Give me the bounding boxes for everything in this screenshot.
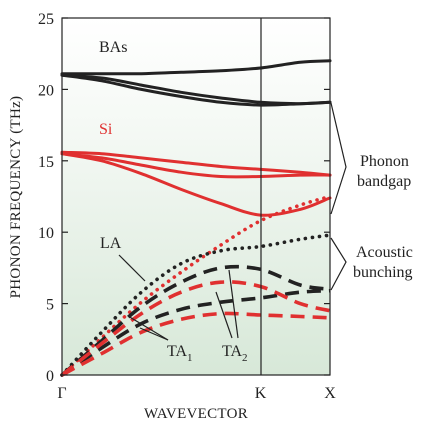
acoustic-bunching-bracket (330, 237, 347, 291)
ta1-sub: 1 (187, 352, 193, 364)
acoustic-bunching-line1: Acoustic (356, 244, 413, 261)
phonon-bandgap-line2: bandgap (357, 173, 411, 190)
series-si-optical-1-line (60, 150, 332, 177)
series-bas-la-line (60, 233, 332, 377)
y-tick-label-15: 15 (38, 154, 54, 171)
ta1-pointer-b (139, 327, 169, 341)
series-bas-ta-upper-line (60, 264, 331, 377)
series-si-optical-2-line (60, 152, 332, 179)
series-layer (60, 59, 332, 377)
series-bas-optical-3-line (60, 73, 332, 107)
acoustic-bunching-line2: bunching (353, 264, 413, 281)
ta2-label: TA2 (222, 343, 248, 364)
series-bas-ta-lower-line (60, 288, 331, 377)
series-si-ta-lower-line (61, 311, 331, 377)
y-tick-label-10: 10 (38, 225, 54, 242)
si-label: Si (99, 121, 113, 138)
y-tick-label-20: 20 (38, 82, 54, 99)
x-tick-label-k: K (255, 385, 267, 402)
ta1-label: TA1 (167, 343, 193, 364)
series-si-ta-upper-line (60, 280, 331, 377)
series-bas-optical-1-line (60, 59, 332, 76)
ta1-base: TA (167, 343, 187, 360)
la-pointer (118, 254, 146, 282)
y-tick-label-0: 0 (46, 368, 54, 385)
y-tick-label-5: 5 (46, 297, 54, 314)
series-si-la-line (60, 194, 332, 377)
ta2-base: TA (222, 343, 242, 360)
phonon-bandgap-line1: Phonon (360, 153, 409, 170)
x-axis-title: WAVEVECTOR (144, 406, 248, 422)
series-si-optical-3-line (60, 152, 332, 217)
bas-label: BAs (99, 39, 127, 56)
plot-frame (61, 17, 331, 376)
x-tick-label-x: X (324, 385, 336, 402)
y-axis-title: PHONON FREQUENCY (THz) (8, 96, 24, 299)
la-label: LA (100, 235, 122, 252)
x-tick-label-gamma: Γ (57, 385, 66, 402)
y-tick-label-25: 25 (38, 11, 54, 28)
y-axis-ticks: 0 5 10 15 20 25 (38, 11, 330, 385)
phonon-bandgap-bracket (330, 102, 347, 215)
ta2-sub: 2 (242, 352, 248, 364)
ta2-pointer-b (215, 291, 233, 339)
ta2-pointer-a (228, 269, 239, 339)
ta1-pointer-a (127, 315, 169, 341)
